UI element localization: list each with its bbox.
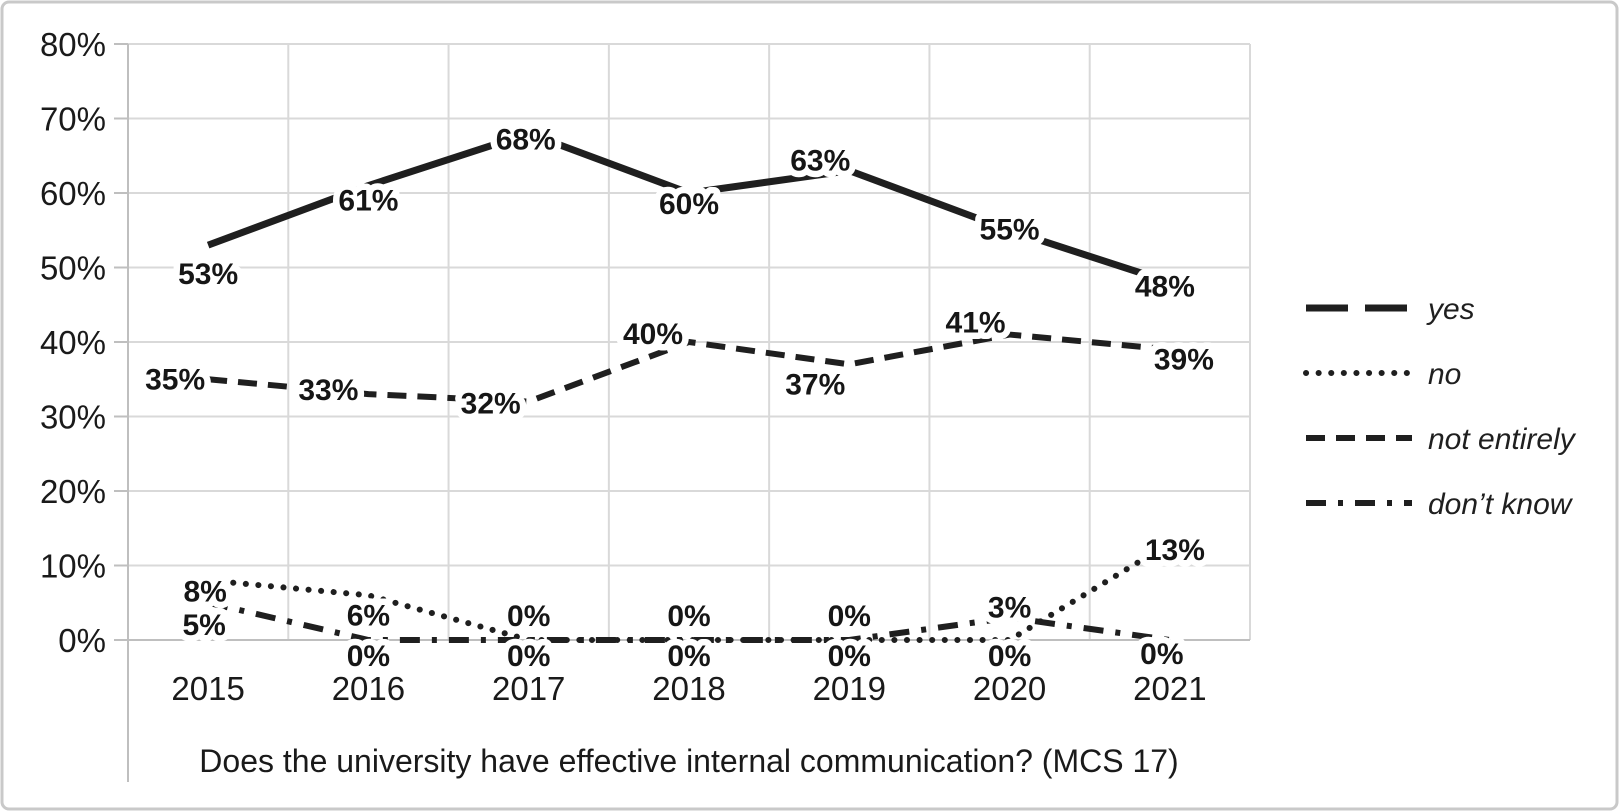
data-label: 39% [1154, 343, 1214, 376]
legend-label: don’t know [1428, 488, 1574, 521]
data-label: 0% [507, 640, 550, 673]
series-line-no [205, 540, 1173, 643]
legend-label: not entirely [1428, 423, 1577, 456]
data-label: 0% [667, 640, 710, 673]
data-label: 35% [145, 363, 205, 396]
data-label: 13% [1145, 534, 1205, 567]
data-label: 0% [347, 640, 390, 673]
data-label: 0% [507, 600, 550, 633]
legend-label: no [1428, 358, 1461, 391]
data-label: 33% [298, 374, 358, 407]
y-tick-label: 0% [58, 622, 106, 659]
y-tick-label: 50% [40, 250, 106, 287]
data-label: 63% [790, 145, 850, 178]
data-label: 0% [988, 640, 1031, 673]
x-tick-label: 2016 [332, 670, 405, 707]
data-label: 37% [785, 368, 845, 401]
data-label: 61% [338, 185, 398, 218]
data-labels: 53% 61% 68% 60% 63% 55% 48% 8% 6% 0% 0% 0% 0% 13% 35% 3… [139, 117, 1221, 680]
x-tick-label: 2021 [1133, 670, 1206, 707]
series-line-yes [206, 129, 1171, 286]
data-label: 5% [182, 609, 225, 642]
data-label: 32% [461, 388, 521, 421]
data-label: 0% [667, 600, 710, 633]
data-label: 3% [988, 592, 1031, 625]
y-tick-label: 30% [40, 399, 106, 436]
y-tick-label: 70% [40, 101, 106, 138]
data-label: 53% [178, 258, 238, 291]
data-label: 40% [623, 318, 683, 351]
data-label: 0% [828, 640, 871, 673]
legend-item-don-t-know: don’t know [1306, 488, 1574, 521]
x-tick-label: 2020 [973, 670, 1046, 707]
y-tick-label: 40% [40, 324, 106, 361]
x-tick-label: 2017 [492, 670, 565, 707]
series-line-not-entirely [207, 331, 1171, 405]
series-line-don-t-know [207, 599, 1171, 643]
data-label: 6% [347, 599, 390, 632]
legend-item-not-entirely: not entirely [1306, 423, 1577, 456]
data-label: 48% [1135, 270, 1195, 303]
data-label: 55% [980, 213, 1040, 246]
legend-item-no: no [1303, 358, 1461, 391]
y-tick-label: 20% [40, 473, 106, 510]
data-label: 60% [659, 188, 719, 221]
y-tick-label: 60% [40, 175, 106, 212]
data-label: 0% [828, 600, 871, 633]
x-tick-label: 2018 [652, 670, 725, 707]
data-label: 41% [946, 307, 1006, 340]
data-label: 8% [183, 575, 226, 608]
y-tick-label: 10% [40, 548, 106, 585]
x-axis-labels: 2015 2016 2017 2018 2019 2020 2021 [171, 670, 1206, 707]
x-tick-label: 2019 [813, 670, 886, 707]
y-axis-labels: 0% 10% 20% 30% 40% 50% 60% 70% 80% [40, 26, 106, 659]
x-axis-title: Does the university have effective inter… [199, 743, 1178, 779]
y-tick-label: 80% [40, 26, 106, 63]
x-tick-label: 2015 [171, 670, 244, 707]
data-label: 68% [496, 123, 556, 156]
data-label: 0% [1140, 638, 1183, 671]
legend-item-yes: yes [1306, 293, 1475, 326]
series-lines [205, 129, 1173, 643]
legend: yes no not entirely don’t know [1303, 293, 1577, 521]
legend-label: yes [1426, 293, 1475, 326]
